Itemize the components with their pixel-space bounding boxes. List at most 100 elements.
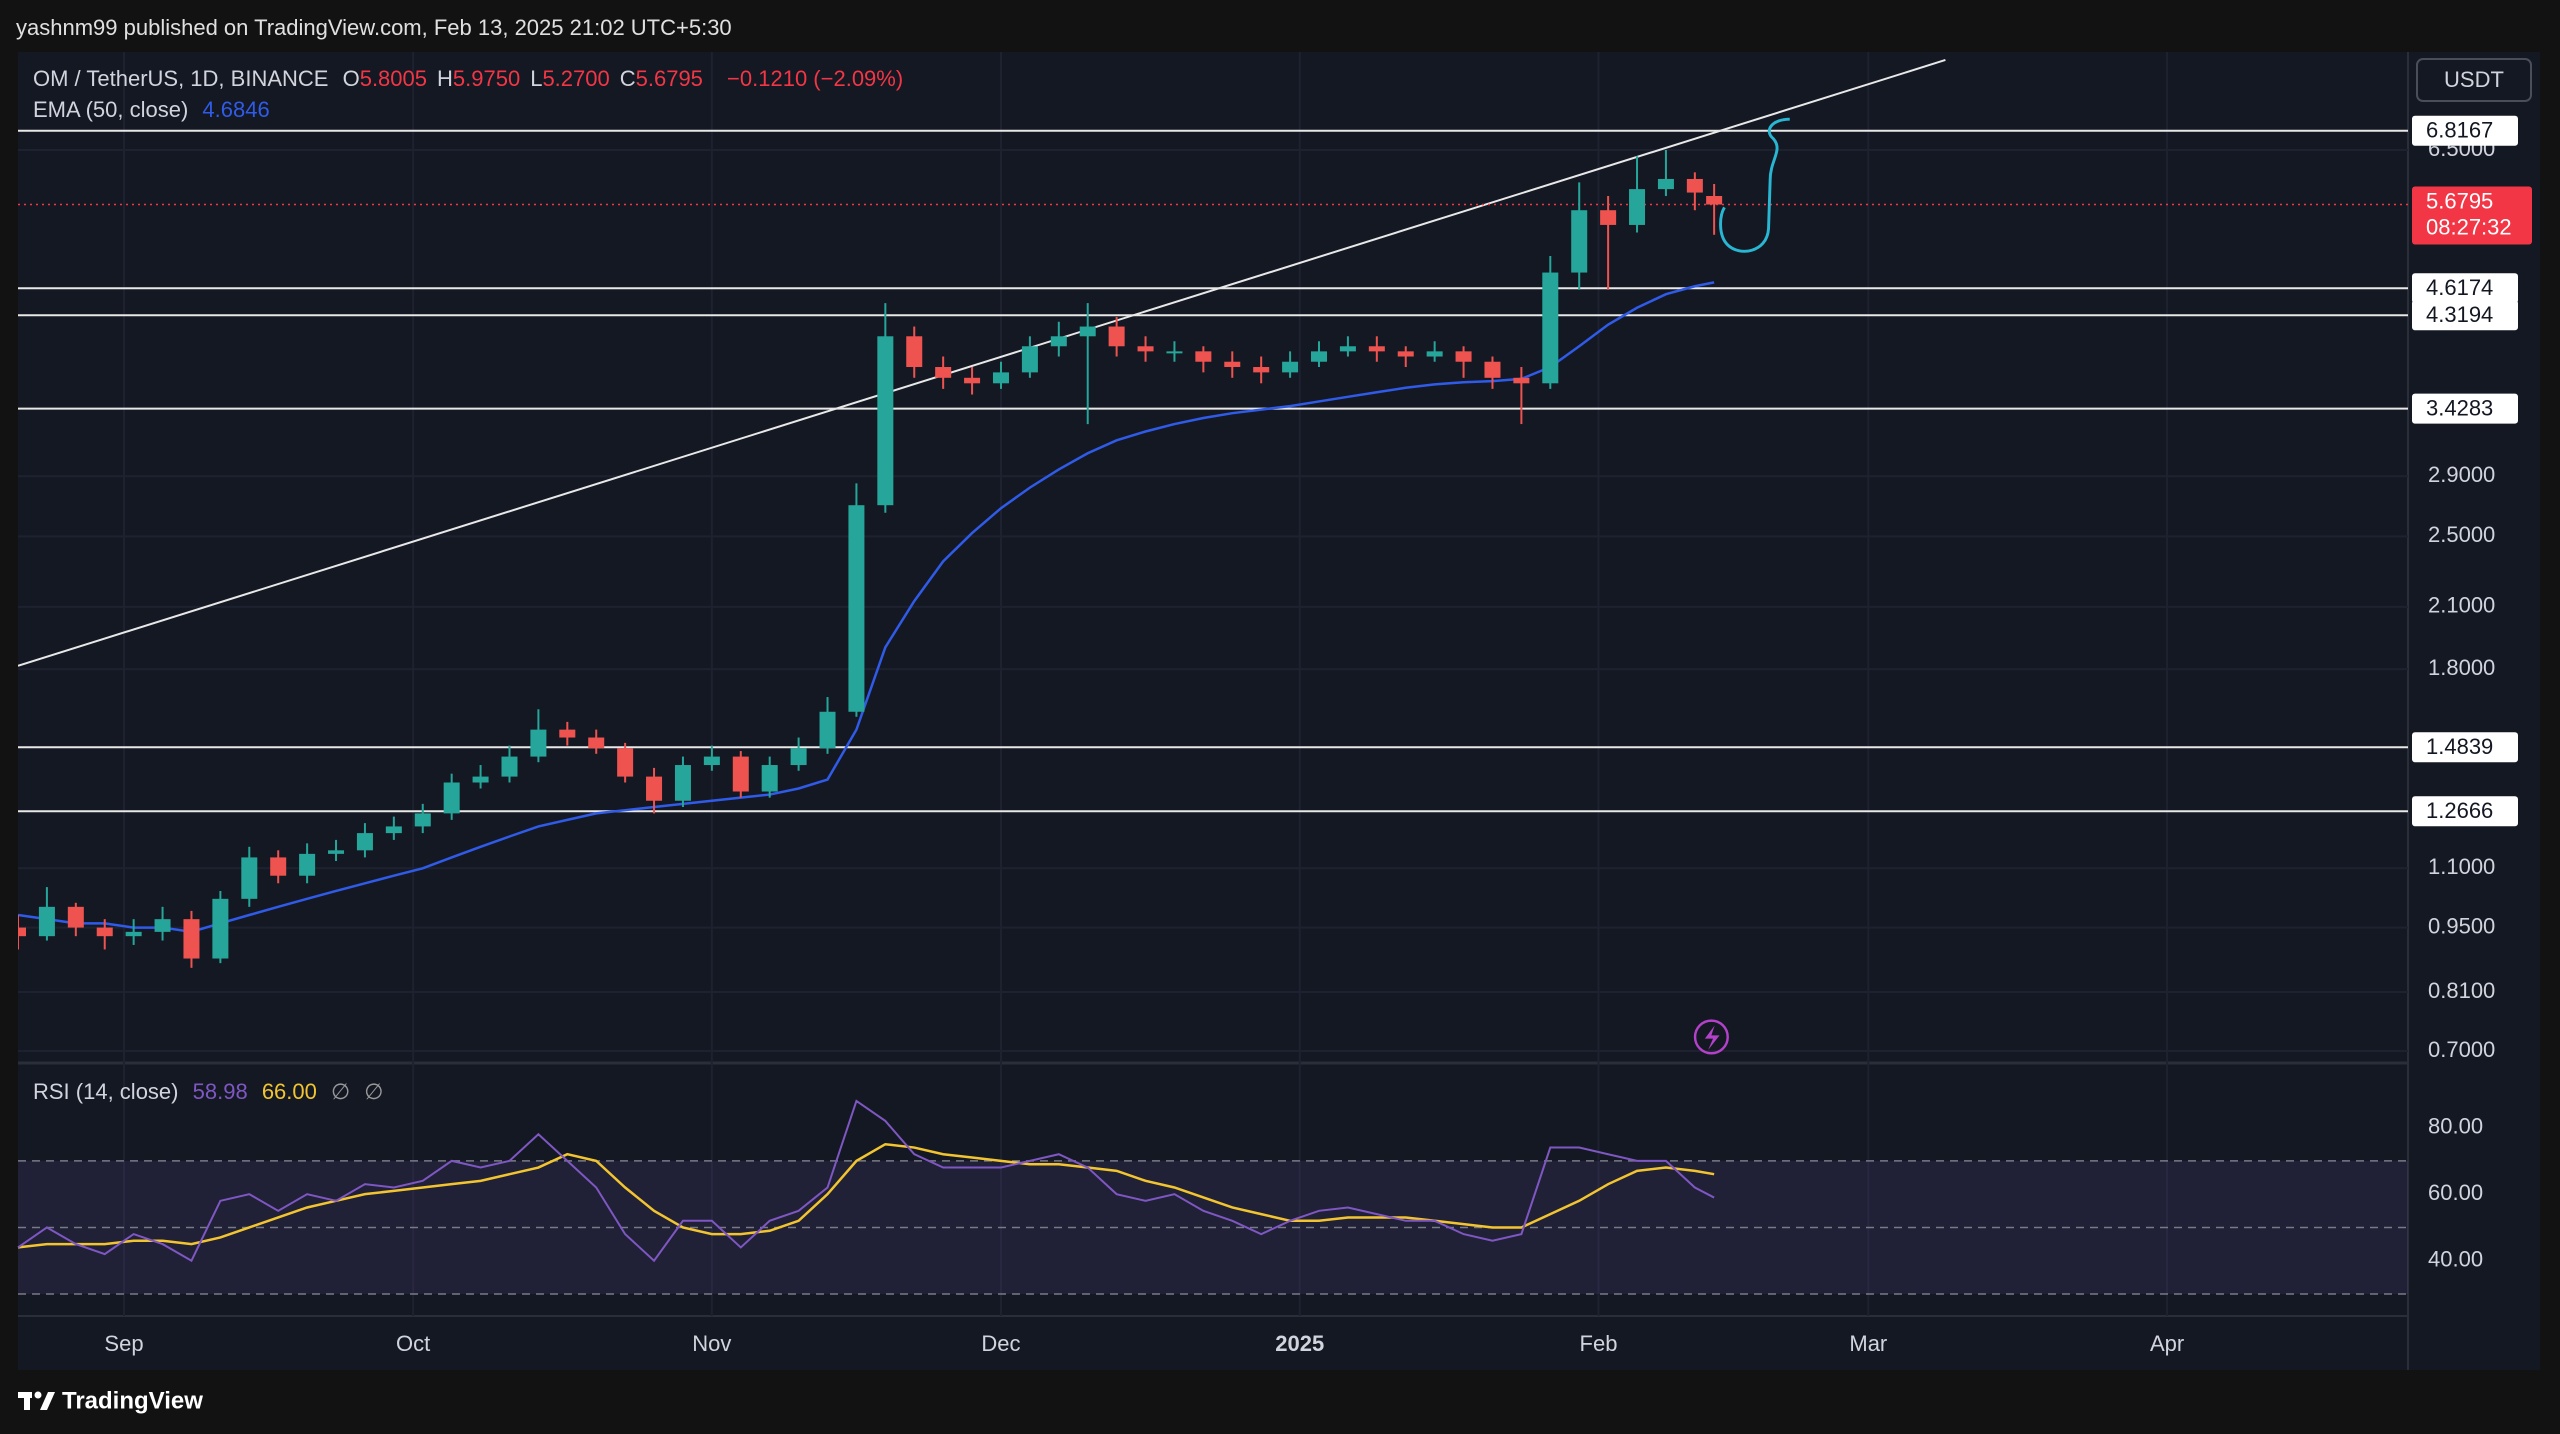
rsi-ma-value: 66.00 <box>261 1079 317 1104</box>
candle-body <box>183 919 200 959</box>
y-tick-label: 2.5000 <box>2428 522 2495 547</box>
candle-body <box>848 505 865 712</box>
rsi-tick-label: 60.00 <box>2428 1180 2483 1205</box>
last-price-label: 5.6795 <box>2426 188 2493 213</box>
candle-body <box>443 782 460 814</box>
chart-background <box>18 52 2540 1370</box>
candle-body <box>732 756 749 792</box>
candle-body <box>1484 361 1501 378</box>
level-label-box <box>2412 273 2518 304</box>
level-label: 6.8167 <box>2426 118 2493 143</box>
ema-legend: EMA (50, close) 4.6846 <box>33 97 278 123</box>
level-label: 1.2666 <box>2426 798 2493 823</box>
candle-body <box>1166 351 1183 354</box>
candle-body <box>935 367 952 378</box>
y-tick-label: 0.7000 <box>2428 1037 2495 1062</box>
alert-icon-bolt <box>1704 1025 1720 1051</box>
ohlc-label: H <box>437 66 453 91</box>
y-tick-label: 1.8000 <box>2428 655 2495 680</box>
x-tick-label: Nov <box>692 1331 731 1356</box>
candle-body <box>1397 351 1414 357</box>
candle-body <box>1571 210 1588 273</box>
countdown: 08:27:32 <box>2426 214 2512 239</box>
candle-body <box>1195 351 1212 362</box>
series-line <box>17 1099 1715 1263</box>
candle-body <box>1253 367 1270 373</box>
ohlc-label: C <box>619 66 636 91</box>
candle-body <box>212 898 229 959</box>
series-line <box>17 1142 1715 1249</box>
candle-body <box>761 765 778 792</box>
candle-body <box>1629 189 1646 225</box>
rsi-pane <box>17 1099 2408 1295</box>
ema-value: 4.6846 <box>202 97 270 122</box>
axes: Sep Oct Nov Dec 2025 Feb Mar Apr 0.7000 0.8100 0.9… <box>104 115 2532 1356</box>
x-tick-label: Oct <box>396 1331 430 1356</box>
x-tick-label: Dec <box>981 1331 1020 1356</box>
candle-body <box>964 377 981 384</box>
rsi-value: 58.98 <box>192 1079 248 1104</box>
y-tick-label: 0.9500 <box>2428 913 2495 938</box>
candle-body <box>96 927 113 937</box>
level-label-box <box>2412 115 2518 146</box>
alert-icon[interactable] <box>1693 1019 1729 1055</box>
hidden-icon[interactable]: ∅ <box>364 1079 384 1104</box>
x-tick-label: Mar <box>1849 1331 1887 1356</box>
candle-body <box>819 711 836 749</box>
level-label: 3.4283 <box>2426 395 2493 420</box>
hand-drawn-path <box>1719 117 1790 253</box>
candle-body <box>1050 336 1067 347</box>
candle-body <box>906 336 923 368</box>
ohlc: O5.8005 H5.9750 L5.2700 C5.6795 <box>343 66 713 91</box>
x-tick-label: Sep <box>104 1331 143 1356</box>
level-label-box <box>2412 732 2518 763</box>
candle-body <box>1339 346 1356 352</box>
candle-body <box>1513 377 1530 384</box>
candle-body <box>646 776 663 801</box>
currency-button[interactable] <box>2416 58 2532 102</box>
logo-part <box>40 1392 55 1410</box>
brand-logo <box>18 1391 55 1410</box>
candle-body <box>385 826 402 834</box>
x-tick-label: 2025 <box>1275 1331 1324 1356</box>
candle-body <box>1426 351 1443 357</box>
y-tick-label: 2.1000 <box>2428 593 2495 618</box>
price-legend: OM / TetherUS, 1D, BINANCE O5.8005 H5.975… <box>33 66 911 92</box>
candle-body <box>67 906 84 928</box>
ohlc-value: 5.9750 <box>452 66 521 91</box>
ohlc-label: L <box>530 66 543 91</box>
ohlc-value: 5.6795 <box>635 66 703 91</box>
level-label: 4.3194 <box>2426 302 2493 327</box>
trend-line <box>18 59 1946 667</box>
hidden-icon[interactable]: ∅ <box>331 1079 351 1104</box>
drawing <box>1693 117 1790 1055</box>
candle-body <box>1657 178 1674 190</box>
candle-body <box>1706 195 1723 205</box>
candle-body <box>241 857 258 899</box>
y-tick-label: 2.9000 <box>2428 462 2495 487</box>
candle-body <box>1224 361 1241 368</box>
candle-body <box>1021 346 1038 373</box>
brand-name: TradingView <box>62 1387 203 1414</box>
y-tick-label: 0.8100 <box>2428 978 2495 1003</box>
level-label-box <box>2412 796 2518 827</box>
currency-label: USDT <box>2444 67 2504 92</box>
candle-body <box>530 729 547 757</box>
candle-body <box>617 748 634 777</box>
candle-body <box>703 756 720 766</box>
ohlc-value: 5.8005 <box>359 66 427 91</box>
rsi-name: RSI (14, close) <box>33 1079 179 1104</box>
symbol: OM / TetherUS, 1D, BINANCE <box>33 66 329 91</box>
candle-body <box>1542 272 1559 384</box>
candle-body <box>472 776 489 783</box>
candle-body <box>559 729 576 738</box>
candle-body <box>1311 351 1328 362</box>
last-price-box <box>2412 186 2532 245</box>
candle-body <box>790 748 807 766</box>
candle-body <box>1079 326 1096 337</box>
candle-body <box>18 927 26 937</box>
y-tick-label: 1.1000 <box>2428 854 2495 879</box>
ohlc-value: 5.2700 <box>542 66 610 91</box>
